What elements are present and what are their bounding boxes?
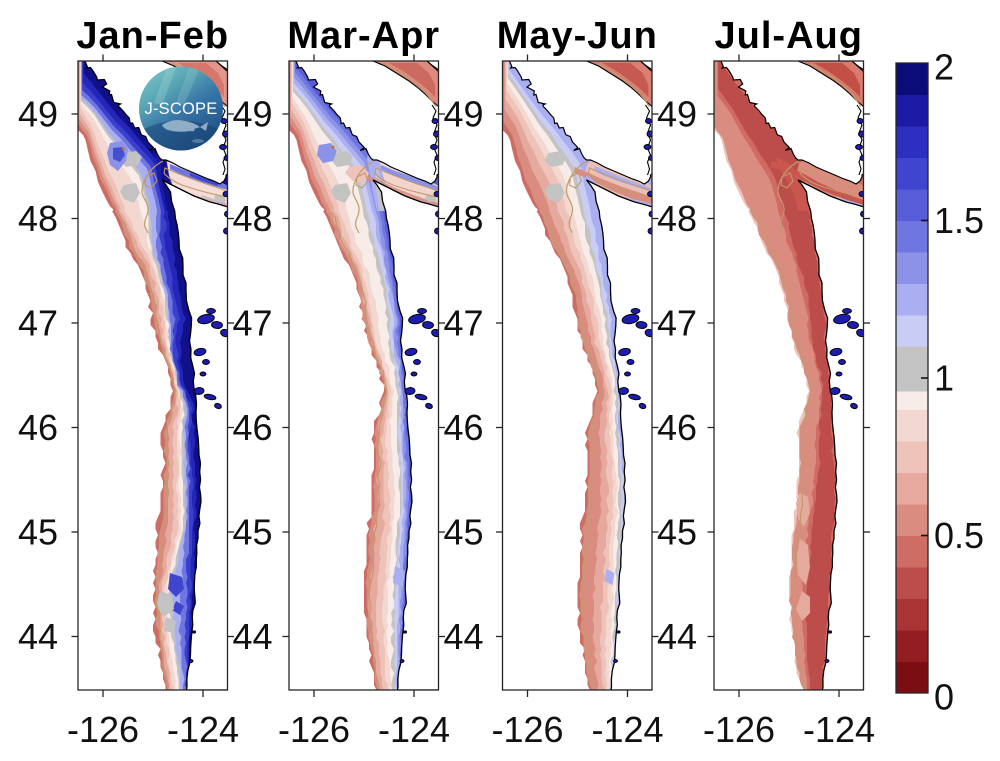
svg-text:2: 2 bbox=[934, 47, 954, 88]
svg-text:1.5: 1.5 bbox=[934, 200, 984, 241]
svg-text:46: 46 bbox=[444, 407, 484, 448]
svg-text:45: 45 bbox=[233, 512, 273, 553]
svg-text:-124: -124 bbox=[803, 709, 875, 750]
svg-text:49: 49 bbox=[444, 94, 484, 135]
svg-text:44: 44 bbox=[233, 616, 273, 657]
svg-text:0: 0 bbox=[934, 677, 954, 718]
svg-text:1: 1 bbox=[934, 358, 954, 399]
svg-text:44: 44 bbox=[657, 616, 697, 657]
svg-text:44: 44 bbox=[444, 616, 484, 657]
svg-text:45: 45 bbox=[444, 512, 484, 553]
svg-text:46: 46 bbox=[657, 407, 697, 448]
svg-text:-126: -126 bbox=[67, 709, 139, 750]
svg-text:47: 47 bbox=[18, 303, 58, 344]
svg-text:49: 49 bbox=[233, 94, 273, 135]
svg-text:-126: -126 bbox=[703, 709, 775, 750]
svg-text:May-Jun: May-Jun bbox=[497, 15, 658, 57]
svg-text:47: 47 bbox=[233, 303, 273, 344]
svg-text:Mar-Apr: Mar-Apr bbox=[287, 15, 440, 57]
svg-text:46: 46 bbox=[18, 407, 58, 448]
svg-text:-124: -124 bbox=[167, 709, 239, 750]
svg-text:0.5: 0.5 bbox=[934, 515, 984, 556]
svg-text:46: 46 bbox=[233, 407, 273, 448]
svg-text:Jan-Feb: Jan-Feb bbox=[76, 15, 229, 57]
svg-text:J-SCOPE: J-SCOPE bbox=[145, 100, 218, 118]
svg-text:49: 49 bbox=[18, 94, 58, 135]
svg-text:Jul-Aug: Jul-Aug bbox=[715, 15, 863, 57]
svg-text:45: 45 bbox=[657, 512, 697, 553]
svg-text:48: 48 bbox=[233, 198, 273, 239]
svg-text:-124: -124 bbox=[591, 709, 663, 750]
svg-text:47: 47 bbox=[444, 303, 484, 344]
svg-text:-124: -124 bbox=[378, 709, 450, 750]
svg-text:49: 49 bbox=[657, 94, 697, 135]
svg-text:47: 47 bbox=[657, 303, 697, 344]
svg-text:45: 45 bbox=[18, 512, 58, 553]
svg-text:-126: -126 bbox=[491, 709, 563, 750]
svg-text:48: 48 bbox=[657, 198, 697, 239]
svg-text:48: 48 bbox=[18, 198, 58, 239]
svg-text:44: 44 bbox=[18, 616, 58, 657]
svg-text:-126: -126 bbox=[278, 709, 350, 750]
svg-text:48: 48 bbox=[444, 198, 484, 239]
